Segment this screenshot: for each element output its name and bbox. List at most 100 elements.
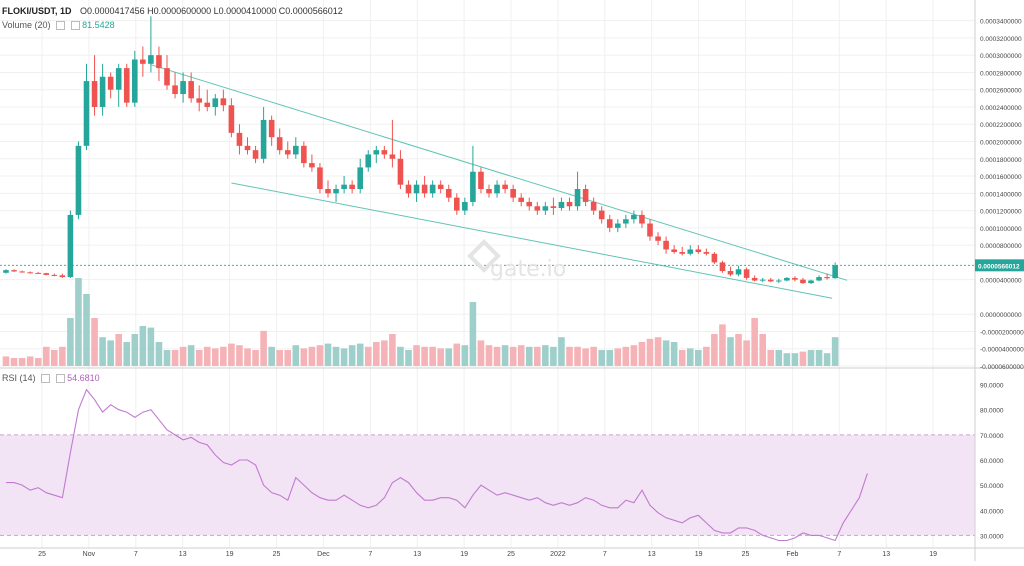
volume-bar xyxy=(719,324,726,366)
time-tick-label: 19 xyxy=(695,551,703,558)
volume-bar xyxy=(83,294,90,366)
candle-body xyxy=(590,201,597,211)
time-tick-label: 13 xyxy=(413,551,421,558)
volume-bar xyxy=(823,353,831,366)
volume-bar xyxy=(542,345,549,366)
volume-bar xyxy=(630,345,638,366)
price-tick-label: 0.0003200000 xyxy=(980,36,1022,43)
rsi-legend: RSI (14) 54.6810 xyxy=(2,373,100,384)
volume-bar xyxy=(775,350,783,366)
price-tick-label: -0.0000400000 xyxy=(980,347,1024,354)
volume-bar xyxy=(614,348,622,366)
rsi-overbought-band xyxy=(0,434,975,536)
candle-body xyxy=(293,145,299,155)
volume-bar xyxy=(405,350,412,366)
candle-body xyxy=(59,275,66,278)
price-tick-label: 0.0001600000 xyxy=(980,174,1022,181)
volume-bar xyxy=(155,342,163,366)
volume-bar xyxy=(179,346,187,366)
price-candles xyxy=(3,16,838,284)
volume-bar xyxy=(493,346,501,366)
volume-bar xyxy=(421,346,428,366)
volume-bar xyxy=(646,338,654,366)
volume-bar xyxy=(670,342,678,366)
candle-body xyxy=(486,189,492,194)
time-tick-label: 7 xyxy=(837,551,841,558)
candle-body xyxy=(140,59,146,64)
candle-body xyxy=(252,150,259,159)
price-tick-label: 0.0001000000 xyxy=(980,226,1022,233)
volume-bar xyxy=(195,350,203,366)
volume-bar xyxy=(51,350,58,366)
volume-bar xyxy=(622,346,630,366)
time-tick-label: 7 xyxy=(134,551,138,558)
ohlc-values: O0.0000417456 H0.0000600000 L0.000041000… xyxy=(80,6,343,16)
candle-body xyxy=(776,280,782,282)
candle-body xyxy=(816,277,822,281)
candle-body xyxy=(421,184,428,194)
volume-bar xyxy=(397,346,404,366)
time-tick-label: 13 xyxy=(179,551,187,558)
rsi-line xyxy=(6,388,868,542)
volume-bar xyxy=(34,358,42,366)
candle-body xyxy=(156,55,162,69)
candle-body xyxy=(172,85,178,95)
volume-bar xyxy=(727,337,734,366)
volume-bar xyxy=(453,343,461,366)
candle-body xyxy=(719,262,726,272)
price-tick-label: 0.0001800000 xyxy=(980,157,1022,164)
volume-bar xyxy=(228,343,235,366)
candle-body xyxy=(405,184,412,194)
candle-body xyxy=(518,197,524,202)
volume-bar xyxy=(252,350,259,366)
volume-bar xyxy=(147,327,155,366)
time-tick-label: 13 xyxy=(648,551,656,558)
candle-body xyxy=(148,55,154,64)
price-tick-label: 0.0002800000 xyxy=(980,70,1022,77)
volume-bar xyxy=(99,337,106,366)
candle-body xyxy=(115,68,122,90)
candle-body xyxy=(735,269,742,275)
candle-body xyxy=(83,81,90,146)
volume-bar xyxy=(598,350,605,366)
volume-bar xyxy=(413,345,420,366)
candle-body xyxy=(582,189,589,202)
candle-body xyxy=(317,167,323,189)
volume-bar xyxy=(558,337,565,366)
volume-bars xyxy=(2,278,839,366)
settings-icon[interactable] xyxy=(56,21,66,31)
volume-bar xyxy=(340,348,348,366)
volume-bar xyxy=(364,346,372,366)
price-tick-label: 0.0001200000 xyxy=(980,209,1022,216)
current-price-label: 0.0000566012 xyxy=(978,263,1020,270)
symbol-label: FLOKI/USDT, 1D xyxy=(2,6,72,16)
candle-body xyxy=(687,249,694,254)
price-tick-label: 0.0000000000 xyxy=(980,312,1022,319)
candle-body xyxy=(389,154,396,159)
candle-body xyxy=(397,158,404,185)
candle-body xyxy=(196,98,202,103)
volume-bar xyxy=(703,346,710,366)
candle-body xyxy=(759,279,766,281)
candle-body xyxy=(623,219,629,224)
candle-body xyxy=(91,81,98,107)
volume-bar xyxy=(445,348,453,366)
close-icon[interactable] xyxy=(70,21,80,31)
volume-bar xyxy=(67,318,74,366)
candle-body xyxy=(478,171,484,189)
watermark-text: gate.io xyxy=(490,257,566,282)
volume-value: 81.5428 xyxy=(82,20,115,30)
volume-bar xyxy=(759,334,766,366)
volume-bar xyxy=(171,350,179,366)
candle-body xyxy=(357,167,363,189)
volume-bar xyxy=(316,345,324,366)
settings-icon[interactable] xyxy=(41,374,51,384)
candle-body xyxy=(99,76,106,107)
volume-bar xyxy=(10,358,18,366)
rsi-tick-label: 60.0000 xyxy=(980,458,1004,465)
volume-bar xyxy=(485,345,493,366)
close-icon[interactable] xyxy=(55,374,65,384)
candle-body xyxy=(268,119,275,138)
